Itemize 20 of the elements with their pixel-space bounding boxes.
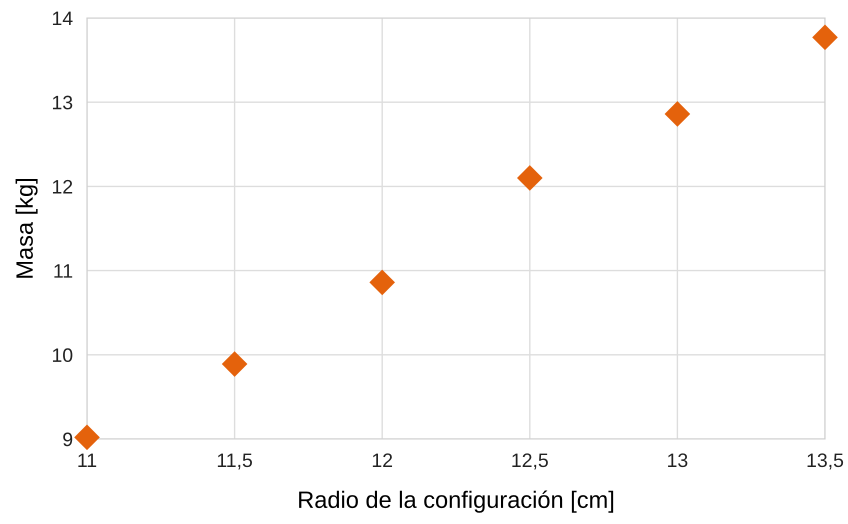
point [222, 351, 248, 377]
point [369, 270, 396, 296]
x-tick-label: 12 [372, 453, 392, 467]
x-tick-label: 11 [78, 454, 96, 467]
point [812, 24, 838, 50]
y-tick-label: 14 [52, 12, 73, 26]
y-tick-label: 11 [54, 264, 72, 278]
point [664, 101, 690, 127]
y-axis-title: Masa [kg] [16, 179, 38, 278]
x-tick-label: 13,5 [808, 453, 844, 470]
x-tick-label: 12,5 [512, 453, 548, 470]
x-tick-label: 11,5 [218, 454, 252, 470]
point [516, 165, 543, 191]
y-tick-label: 10 [52, 348, 72, 362]
y-tick-label: 9 [63, 432, 72, 446]
x-axis-title: Radio de la configuración [cm] [299, 490, 614, 513]
x-tick-label: 13 [668, 453, 688, 468]
point [74, 424, 100, 450]
y-tick-label: 12 [52, 180, 72, 194]
y-tick-label: 13 [52, 96, 72, 110]
